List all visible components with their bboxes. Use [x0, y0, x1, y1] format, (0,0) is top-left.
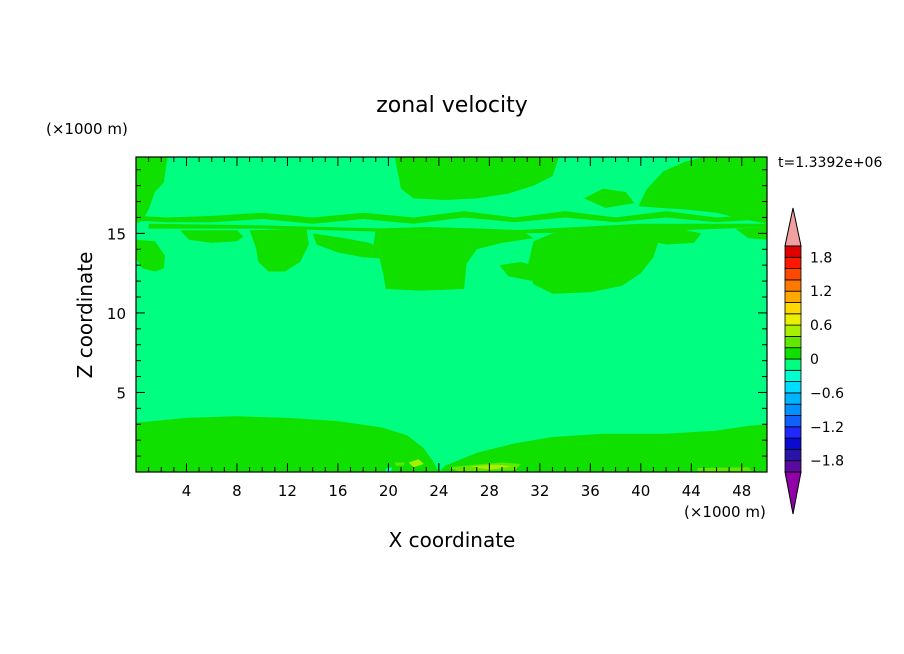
contour-region — [470, 464, 513, 470]
x-tick-label: 24 — [429, 482, 448, 500]
y-tick-label: 5 — [116, 384, 126, 402]
colorbar-swatch — [784, 381, 802, 394]
colorbar-swatch — [784, 426, 802, 439]
colorbar-swatch — [784, 448, 802, 462]
colorbar-swatch — [784, 290, 802, 303]
colorbar-swatch — [784, 358, 802, 371]
contour-region — [136, 211, 767, 224]
x-tick-label: 8 — [232, 482, 242, 500]
contour-region — [385, 467, 393, 472]
colorbar-tick-label: 0 — [810, 352, 819, 368]
contour-region — [136, 157, 168, 224]
colorbar-swatch — [784, 256, 802, 269]
contour-region — [735, 227, 767, 240]
contour-region — [312, 233, 389, 259]
contour-region — [638, 157, 767, 224]
contour-region — [647, 228, 702, 245]
contour-region — [373, 227, 534, 291]
contour-region — [527, 228, 660, 294]
chart-title: zonal velocity — [376, 93, 528, 118]
contour-fill — [136, 157, 768, 472]
colorbar: 1.8 1.2 0.6 0 −0.6 −1.2 −1.8 — [784, 207, 844, 515]
contour-region — [180, 230, 244, 243]
colorbar-tick-label: −0.6 — [810, 386, 844, 402]
colorbar-tick-label: 1.2 — [810, 284, 832, 300]
x-tick-label: 36 — [581, 482, 600, 500]
x-tick-label: 32 — [530, 482, 549, 500]
colorbar-swatch — [784, 335, 802, 349]
y-tick-label: 10 — [107, 305, 126, 323]
colorbar-swatch — [784, 347, 802, 360]
colorbar-swatch — [784, 415, 802, 428]
colorbar-swatch — [784, 313, 802, 326]
y-tick-label: 15 — [107, 225, 126, 243]
colorbar-swatch — [784, 369, 802, 382]
colorbar-tick-label: 0.6 — [810, 318, 832, 334]
colorbar-tick-label: −1.8 — [810, 454, 844, 470]
contour-region — [394, 462, 405, 466]
contour-region — [408, 459, 424, 468]
y-unit-label: (×1000 m) — [46, 120, 128, 138]
y-axis-label: Z coordinate — [73, 252, 97, 379]
x-tick-label: 48 — [732, 482, 751, 500]
colorbar-swatch — [784, 245, 802, 258]
colorbar-tick-label: 1.8 — [810, 250, 832, 266]
contour-region — [584, 188, 635, 208]
colorbar-swatch — [784, 268, 802, 281]
colorbar-swatch — [784, 392, 802, 405]
colorbar-under-triangle — [784, 471, 802, 515]
x-tick-label: 44 — [682, 482, 701, 500]
x-unit-label: (×1000 m) — [684, 503, 766, 521]
x-tick-label: 28 — [480, 482, 499, 500]
time-label: t=1.3392e+06 — [778, 155, 882, 171]
x-tick-label: 12 — [278, 482, 297, 500]
x-tick-label: 40 — [631, 482, 650, 500]
colorbar-swatch — [784, 403, 802, 416]
colorbar-swatch — [784, 324, 802, 337]
colorbar-over-triangle — [784, 207, 802, 247]
x-axis-label: X coordinate — [389, 528, 516, 552]
x-tick-label: 16 — [328, 482, 347, 500]
x-tick-label: 20 — [379, 482, 398, 500]
contour-region — [394, 157, 559, 200]
colorbar-swatch — [784, 302, 802, 315]
contour-region — [136, 416, 767, 472]
colorbar-swatch — [784, 437, 802, 450]
x-tick-label: 4 — [182, 482, 192, 500]
contour-region — [697, 467, 752, 472]
contour-region — [136, 239, 165, 272]
colorbar-swatch — [784, 460, 802, 473]
contour-region — [249, 228, 309, 272]
colorbar-swatch — [784, 279, 802, 292]
colorbar-tick-label: −1.2 — [810, 420, 844, 436]
